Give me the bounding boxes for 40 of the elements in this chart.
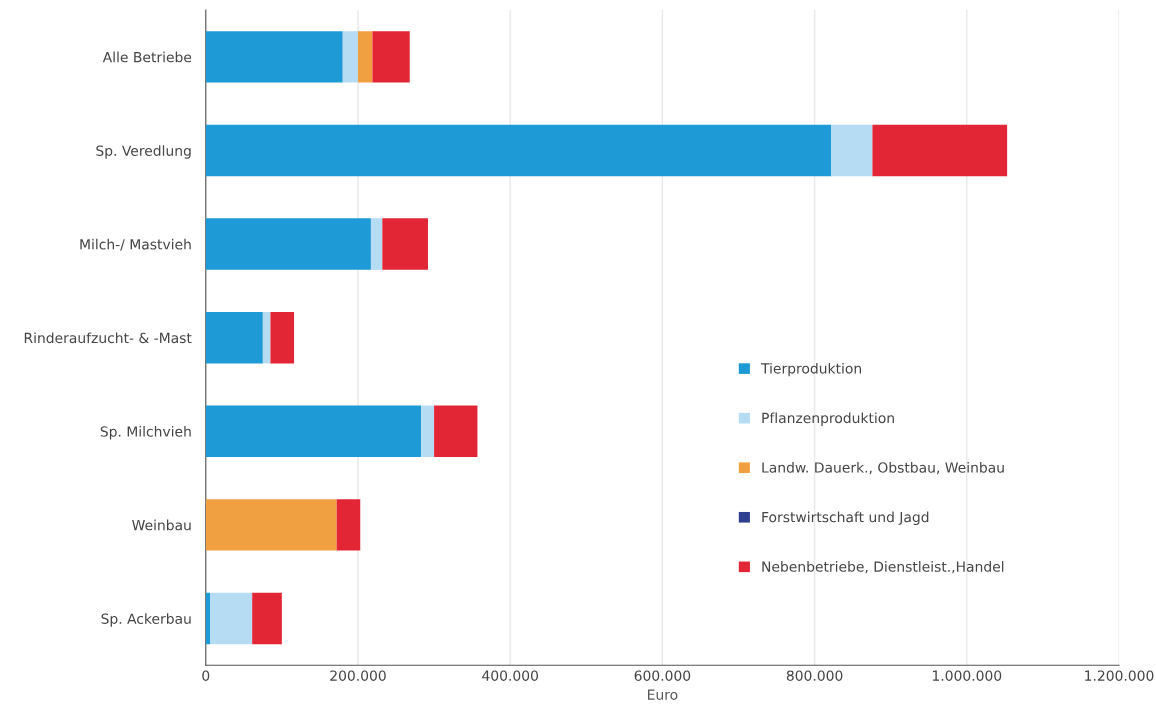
bar	[434, 405, 478, 458]
y-tick-label: Sp. Ackerbau	[101, 613, 191, 627]
bar	[831, 124, 873, 177]
bar	[262, 311, 271, 364]
legend-label: Forstwirtschaft und Jagd	[762, 511, 929, 525]
y-tick-label: Sp. Milchvieh	[100, 426, 191, 440]
y-tick-label: Alle Betriebe	[102, 51, 192, 63]
bar	[205, 499, 337, 551]
y-tick-label: Rinderaufzucht- & -Mast	[24, 332, 192, 344]
bar	[370, 218, 383, 270]
bar	[357, 31, 373, 83]
x-tick-label: 1.200.000	[1085, 670, 1154, 681]
y-tick-label: Sp. Veredlung	[96, 145, 191, 159]
x-axis-title: Euro	[648, 689, 678, 700]
y-tick-label: Weinbau	[132, 519, 191, 531]
bar	[421, 405, 435, 458]
bar	[205, 218, 371, 270]
x-tick-label: 800.000	[786, 670, 843, 681]
y-tick-label: Milch-/ Mastvieh	[80, 238, 191, 251]
bar	[210, 592, 253, 645]
bar	[205, 31, 343, 83]
x-tick-label: 1.000.000	[932, 670, 1002, 681]
bar	[382, 218, 428, 270]
legend-label: Tierproduktion	[761, 362, 861, 377]
x-tick-label: 600.000	[634, 670, 691, 681]
bar	[372, 31, 410, 83]
x-tick-label: 0	[202, 670, 210, 681]
bar	[205, 311, 263, 364]
x-tick-label: 400.000	[482, 670, 538, 681]
bar	[336, 499, 361, 551]
bar	[872, 124, 1008, 177]
bar	[205, 405, 422, 458]
legend-label: Pflanzenproduktion	[762, 412, 894, 426]
legend-label: Nebenbetriebe, Dienstleist.,Handel	[762, 561, 1004, 574]
legend-label: Landw. Dauerk., Obstbau, Weinbau	[762, 462, 1004, 475]
bar	[342, 31, 358, 83]
bar	[252, 592, 282, 645]
x-tick-label: 200.000	[330, 670, 386, 681]
bar	[205, 124, 832, 177]
bar	[270, 311, 295, 364]
